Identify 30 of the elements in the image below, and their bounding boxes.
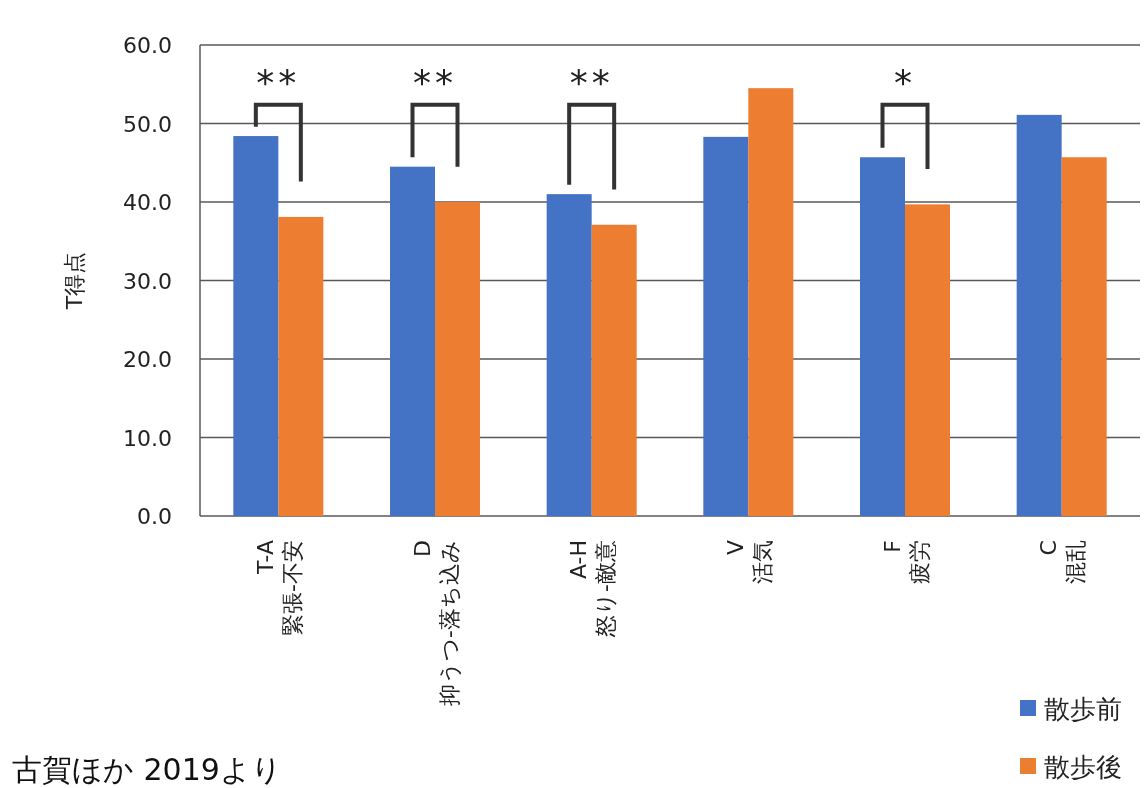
bar [546, 194, 592, 516]
y-tick-label: 50.0 [123, 111, 172, 137]
y-tick-label: 10.0 [123, 425, 172, 451]
x-tick-label: T-A 緊張-不安 [252, 540, 305, 636]
x-tick-label: A-H 怒り-敵意 [566, 540, 619, 638]
y-tick-label: 30.0 [123, 268, 172, 294]
x-tick-label: D 抑うつ-落ち込み [409, 540, 462, 706]
bar [435, 202, 480, 516]
annotation: ** [256, 62, 301, 104]
annotation: ** [569, 62, 614, 104]
x-tick-label: F 疲労 [879, 540, 932, 584]
legend-label: 散歩後 [1044, 752, 1122, 782]
bar [703, 136, 749, 516]
bar [278, 216, 324, 516]
y-tick-label: 60.0 [123, 33, 172, 58]
text: 古賀ほか 2019より [12, 752, 282, 787]
annotation: ** [413, 62, 457, 104]
y-axis-title: T得点 [62, 251, 87, 311]
bar [1016, 114, 1062, 516]
bar [591, 224, 637, 516]
y-tick-label: 20.0 [123, 347, 172, 372]
legend-label: 散歩前 [1044, 694, 1122, 724]
x-tick-label: C 混乱 [1036, 540, 1089, 584]
annotation: * [894, 62, 916, 104]
bar [905, 204, 950, 516]
x-tick-label: V 活気 [722, 540, 775, 584]
bar [748, 88, 794, 516]
y-tick-label: 0.0 [137, 504, 172, 529]
bar [1061, 157, 1107, 516]
y-tick-label: 40.0 [123, 190, 172, 215]
